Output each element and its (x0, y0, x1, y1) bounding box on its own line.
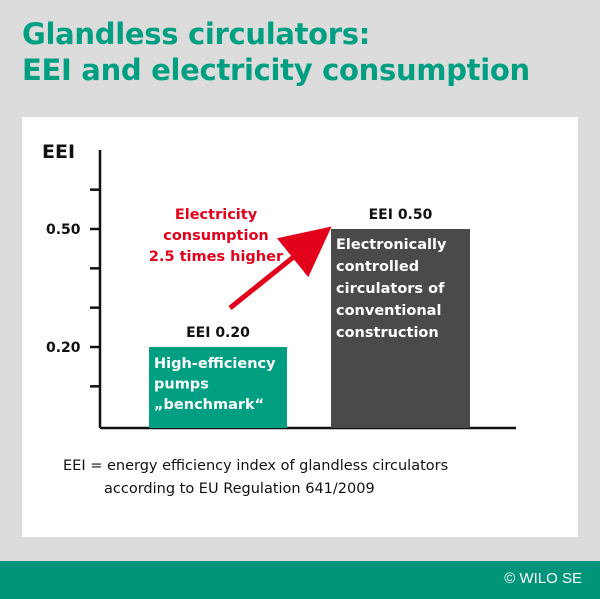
copyright-text: © WILO SE (504, 570, 582, 587)
y-tick-label: 0.20 (46, 340, 81, 356)
bar-1 (149, 347, 287, 428)
bar-category-text: „benchmark“ (154, 397, 264, 413)
increase-arrow (228, 226, 332, 310)
annotation-text: 2.5 times higher (149, 249, 284, 265)
eei-bar-chart: EEI 0.50 0.20 EEI 0.20 High-efficiency pumps… (42, 141, 516, 430)
bar-value-label: EEI 0.20 (186, 325, 250, 341)
title-line-1: Glandless circulators: (22, 17, 371, 51)
annotation-text: consumption (163, 228, 269, 244)
title-line-2: EEI and electricity consumption (22, 53, 530, 87)
bar-category-text: Electronically (336, 237, 447, 253)
chart-title: Glandless circulators: EEI and electrici… (22, 16, 530, 88)
bar-value-label: EEI 0.50 (369, 207, 433, 223)
bar-category-text: conventional (336, 303, 441, 319)
y-axis-label: EEI (42, 141, 75, 163)
chart-panel (22, 117, 578, 537)
bar-category-text: controlled (336, 259, 419, 275)
y-tick-label: 0.50 (46, 222, 81, 238)
bar-2 (331, 229, 470, 428)
bar-category-text: circulators of (336, 281, 445, 297)
eei-definition-line-1: EEI = energy efficiency index of glandle… (63, 458, 449, 474)
bar-category-text: High-efficiency (154, 356, 276, 372)
eei-definition-line-2: according to EU Regulation 641/2009 (104, 481, 375, 497)
footer-bar: © WILO SE (0, 561, 600, 599)
bar-category-text: pumps (154, 377, 209, 393)
bar-category-text: construction (336, 325, 439, 341)
annotation-text: Electricity (175, 207, 258, 223)
